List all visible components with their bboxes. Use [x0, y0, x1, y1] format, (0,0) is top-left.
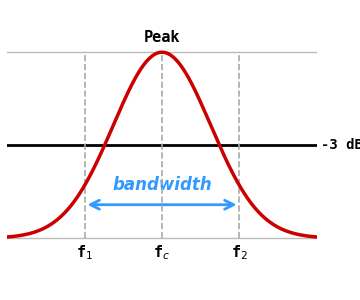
Text: -3 dB: -3 dB [321, 138, 360, 152]
Text: f$_2$: f$_2$ [231, 244, 248, 262]
Text: Peak: Peak [144, 30, 180, 45]
Text: f$_1$: f$_1$ [76, 244, 93, 262]
Text: f$_c$: f$_c$ [153, 244, 171, 262]
Text: bandwidth: bandwidth [112, 176, 212, 194]
